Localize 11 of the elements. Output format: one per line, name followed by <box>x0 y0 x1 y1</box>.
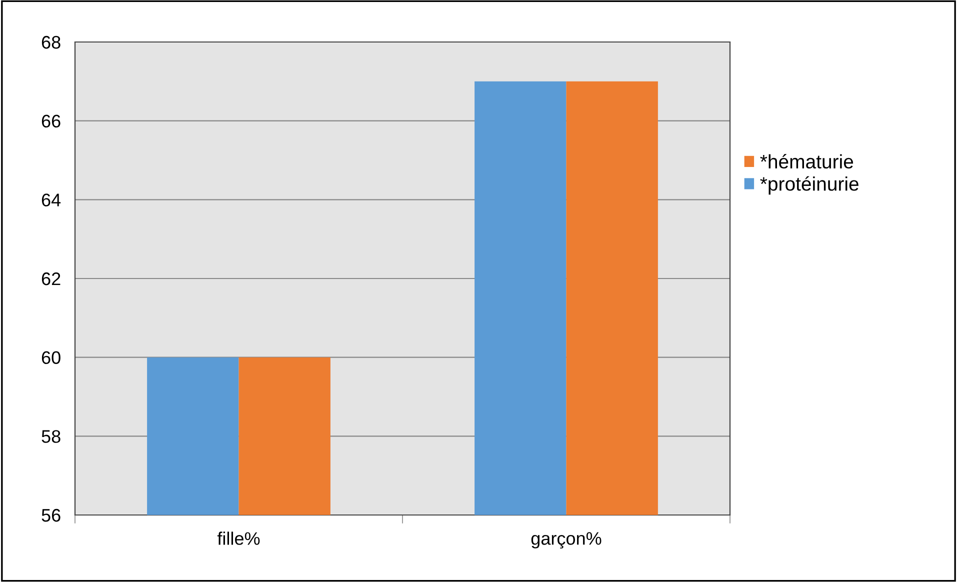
y-tick-label: 60 <box>42 351 60 364</box>
x-tick-label: fille% <box>217 532 260 545</box>
y-tick-label: 56 <box>42 508 60 522</box>
x-tick-label: garçon% <box>531 532 602 548</box>
legend-label: *protéinurie <box>760 176 858 195</box>
y-tick-label: 68 <box>42 36 60 49</box>
y-tick-label: 62 <box>42 272 60 286</box>
y-tick-label: 64 <box>42 194 61 206</box>
legend-label: *hématurie <box>760 154 854 169</box>
y-tick-label: 66 <box>42 114 60 128</box>
y-tick-label: 58 <box>42 430 60 443</box>
